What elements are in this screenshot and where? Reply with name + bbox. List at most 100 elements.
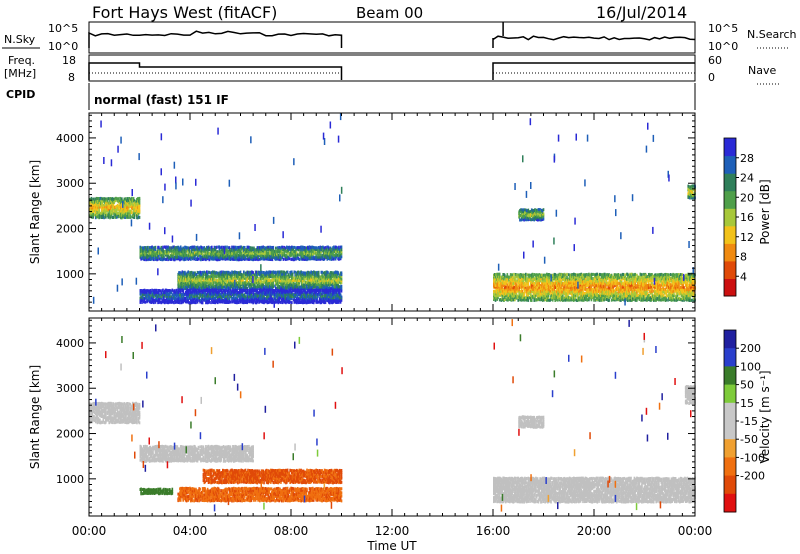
power-cell bbox=[322, 256, 324, 260]
cpid-label: CPID bbox=[6, 88, 35, 101]
power-cell bbox=[257, 291, 259, 295]
power-cell bbox=[150, 290, 153, 294]
power-cell bbox=[225, 287, 227, 291]
power-cell bbox=[317, 286, 320, 290]
power-cell bbox=[192, 300, 195, 304]
power-cell bbox=[170, 295, 173, 299]
power-cell bbox=[312, 289, 314, 293]
freq-panel: Freq. [MHz] 18 8 60 0 Nave bbox=[4, 54, 780, 85]
power-cell bbox=[107, 209, 110, 213]
power-cell bbox=[328, 275, 330, 279]
power-cell bbox=[103, 205, 105, 209]
power-cell bbox=[253, 277, 255, 281]
power-cell bbox=[255, 270, 258, 274]
power-cell bbox=[202, 275, 205, 279]
power-cell bbox=[218, 285, 221, 289]
power-cell bbox=[296, 297, 298, 301]
power-cell bbox=[263, 246, 265, 249]
power-cell bbox=[131, 203, 134, 207]
power-cell bbox=[186, 253, 189, 257]
power-cell bbox=[147, 296, 150, 300]
power-cell bbox=[326, 285, 329, 289]
power-cell bbox=[221, 293, 223, 297]
power-cell bbox=[208, 289, 211, 293]
power-cell bbox=[281, 285, 284, 289]
power-cell bbox=[268, 276, 270, 280]
power-cell bbox=[287, 281, 290, 284]
power-cell bbox=[180, 277, 183, 281]
power-cell bbox=[194, 287, 196, 290]
power-cell bbox=[182, 285, 185, 289]
power-cell bbox=[169, 293, 171, 296]
power-cell bbox=[230, 247, 233, 251]
power-cell bbox=[287, 249, 290, 253]
power-cell bbox=[110, 211, 112, 215]
power-cell bbox=[335, 273, 338, 277]
power-cell bbox=[208, 254, 211, 258]
power-cell bbox=[267, 254, 270, 258]
power-cell bbox=[286, 287, 288, 291]
power-cell bbox=[247, 277, 249, 281]
power-cell bbox=[338, 251, 340, 255]
power-cell bbox=[192, 248, 195, 252]
power-cell bbox=[332, 246, 334, 250]
power-cell bbox=[303, 248, 306, 252]
power-cell bbox=[309, 271, 312, 275]
power-cell bbox=[231, 296, 233, 300]
power-cell bbox=[200, 283, 203, 287]
power-cell bbox=[137, 199, 140, 203]
power-cell bbox=[188, 281, 190, 285]
power-cell bbox=[244, 273, 247, 277]
power-cell bbox=[234, 275, 237, 279]
power-cell bbox=[190, 275, 193, 279]
power-cell bbox=[105, 207, 108, 211]
power-cell bbox=[296, 292, 298, 296]
power-cell bbox=[225, 283, 227, 287]
power-cell bbox=[293, 288, 296, 292]
power-cell bbox=[208, 285, 211, 289]
power-cell bbox=[261, 297, 264, 300]
power-cell bbox=[306, 284, 308, 288]
power-cell bbox=[198, 251, 201, 255]
power-cell bbox=[263, 271, 265, 275]
power-cell bbox=[281, 251, 284, 255]
power-cell bbox=[212, 292, 215, 296]
power-cell bbox=[289, 271, 291, 274]
power-cell bbox=[95, 205, 98, 209]
power-cell bbox=[120, 205, 122, 209]
power-cell bbox=[115, 197, 118, 201]
power-cell bbox=[172, 300, 174, 304]
power-cell bbox=[311, 248, 313, 252]
power-cell bbox=[117, 207, 120, 211]
freq-label-2: [MHz] bbox=[4, 67, 36, 80]
power-cell bbox=[206, 272, 209, 276]
power-cell bbox=[231, 251, 233, 255]
power-cell bbox=[335, 283, 338, 286]
power-cell bbox=[276, 287, 279, 291]
power-cell bbox=[289, 273, 291, 277]
power-cell bbox=[289, 300, 291, 304]
power-cell bbox=[248, 292, 251, 296]
power-cell bbox=[199, 254, 201, 258]
power-cell bbox=[264, 277, 267, 281]
power-cell bbox=[295, 249, 297, 253]
power-cell bbox=[146, 290, 148, 294]
power-cell bbox=[247, 253, 249, 257]
power-cell bbox=[168, 300, 170, 304]
power-cell bbox=[155, 293, 158, 296]
power-cell bbox=[301, 255, 303, 259]
power-cell bbox=[114, 207, 116, 211]
power-cell bbox=[319, 257, 322, 261]
power-cell bbox=[329, 280, 332, 284]
power-cell bbox=[277, 257, 280, 261]
power-cell bbox=[95, 215, 98, 219]
power-cell bbox=[110, 203, 112, 207]
power-cell bbox=[244, 256, 247, 260]
power-cell bbox=[222, 299, 225, 303]
power-cell bbox=[97, 197, 100, 200]
power-cell bbox=[208, 277, 211, 281]
power-cell bbox=[176, 256, 179, 259]
power-cell bbox=[317, 294, 319, 298]
power-cell bbox=[190, 299, 193, 303]
power-cell bbox=[199, 300, 201, 304]
